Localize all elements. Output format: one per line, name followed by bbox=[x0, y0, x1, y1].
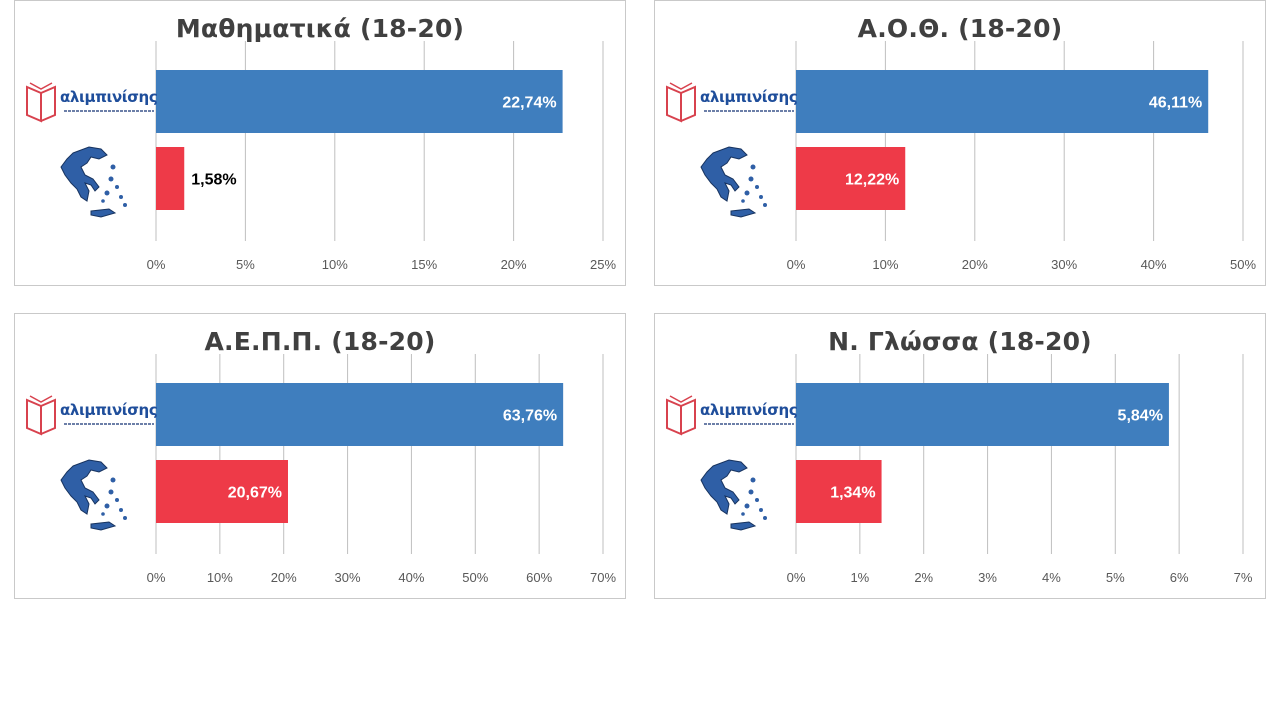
bar-national bbox=[796, 460, 882, 523]
tick-label: 10% bbox=[207, 570, 233, 585]
chart-title: Α.Ο.Θ. (18-20) bbox=[857, 14, 1063, 43]
tick-label: 5% bbox=[236, 257, 255, 272]
tick-label: 20% bbox=[962, 257, 988, 272]
greece-map-icon bbox=[60, 146, 127, 218]
chart-panel-language: Ν. Γλώσσα (18-20) 0% 1% 2% 3% 4% 5% 6% 7% 5,84% 1… bbox=[654, 313, 1266, 599]
tick-label: 1% bbox=[850, 570, 869, 585]
tick-label: 20% bbox=[501, 257, 527, 272]
bar-chart: 0% 10% 20% 30% 40% 50% 60% 70% 63,76% 20,67% bbox=[147, 354, 616, 585]
tick-label: 40% bbox=[1141, 257, 1167, 272]
book-logo-icon: αλιμπινίσης bbox=[24, 79, 158, 123]
bar-school bbox=[796, 70, 1209, 133]
brand-name: αλιμπινίσης bbox=[700, 88, 798, 106]
tick-label: 10% bbox=[322, 257, 348, 272]
tick-label: 40% bbox=[398, 570, 424, 585]
brand-tagline bbox=[704, 110, 794, 112]
tick-label: 0% bbox=[787, 257, 806, 272]
greece-map-icon bbox=[60, 459, 127, 531]
chart-title: Ν. Γλώσσα (18-20) bbox=[828, 327, 1092, 356]
chart-panel-aoth: Α.Ο.Θ. (18-20) 0% 10% 20% 30% 40% 50% 46,11% 12… bbox=[654, 0, 1266, 286]
tick-label: 6% bbox=[1170, 570, 1189, 585]
tick-label: 70% bbox=[590, 570, 616, 585]
greece-map-icon bbox=[700, 459, 767, 531]
tick-label: 5% bbox=[1106, 570, 1125, 585]
tick-label: 3% bbox=[978, 570, 997, 585]
tick-label: 20% bbox=[271, 570, 297, 585]
data-label: 63,76% bbox=[503, 408, 557, 425]
tick-label: 0% bbox=[147, 570, 166, 585]
data-label: 22,74% bbox=[502, 95, 556, 112]
tick-label: 0% bbox=[787, 570, 806, 585]
bar-national bbox=[156, 460, 288, 523]
tick-label: 0% bbox=[147, 257, 166, 272]
chart-title: Μαθηματικά (18-20) bbox=[175, 14, 465, 43]
bar-chart: 0% 10% 20% 30% 40% 50% 46,11% 12,22% bbox=[787, 41, 1256, 272]
bar-national bbox=[156, 147, 185, 210]
bar-national bbox=[796, 147, 906, 210]
brand-name: αλιμπινίσης bbox=[700, 401, 798, 419]
bar-chart: 0% 1% 2% 3% 4% 5% 6% 7% 5,84% 1,34% bbox=[787, 354, 1253, 585]
tick-label: 30% bbox=[335, 570, 361, 585]
tick-label: 50% bbox=[1230, 257, 1256, 272]
data-label: 5,84% bbox=[1118, 408, 1163, 425]
tick-label: 7% bbox=[1234, 570, 1253, 585]
greece-map-icon bbox=[700, 146, 767, 218]
tick-label: 15% bbox=[411, 257, 437, 272]
book-logo-icon: αλιμπινίσης bbox=[664, 392, 798, 436]
bar-chart: 0% 5% 10% 15% 20% 25% 22,74% 1,58% bbox=[147, 41, 616, 272]
tick-label: 4% bbox=[1042, 570, 1061, 585]
brand-tagline bbox=[64, 110, 154, 112]
brand-name: αλιμπινίσης bbox=[60, 88, 158, 106]
data-label: 1,34% bbox=[830, 485, 875, 502]
brand-tagline bbox=[64, 423, 154, 425]
book-logo-icon: αλιμπινίσης bbox=[24, 392, 158, 436]
bar-school bbox=[156, 383, 564, 446]
tick-label: 10% bbox=[872, 257, 898, 272]
chart-title: Α.Ε.Π.Π. (18-20) bbox=[204, 327, 436, 356]
chart-panel-mathematics: Μαθηματικά (18-20) 0% 5% 10% 15% 20% 25% 22,74… bbox=[14, 0, 626, 286]
tick-label: 50% bbox=[462, 570, 488, 585]
tick-label: 2% bbox=[914, 570, 933, 585]
brand-tagline bbox=[704, 423, 794, 425]
tick-label: 25% bbox=[590, 257, 616, 272]
bar-school bbox=[156, 70, 563, 133]
chart-panel-aepp: Α.Ε.Π.Π. (18-20) 0% 10% 20% 30% 40% 50% 60% 70%… bbox=[14, 313, 626, 599]
data-label: 12,22% bbox=[845, 172, 899, 189]
data-label: 46,11% bbox=[1149, 95, 1202, 112]
data-label: 1,58% bbox=[191, 172, 236, 189]
brand-name: αλιμπινίσης bbox=[60, 401, 158, 419]
tick-label: 60% bbox=[526, 570, 552, 585]
data-label: 20,67% bbox=[228, 485, 282, 502]
tick-label: 30% bbox=[1051, 257, 1077, 272]
book-logo-icon: αλιμπινίσης bbox=[664, 79, 798, 123]
bar-school bbox=[796, 383, 1169, 446]
